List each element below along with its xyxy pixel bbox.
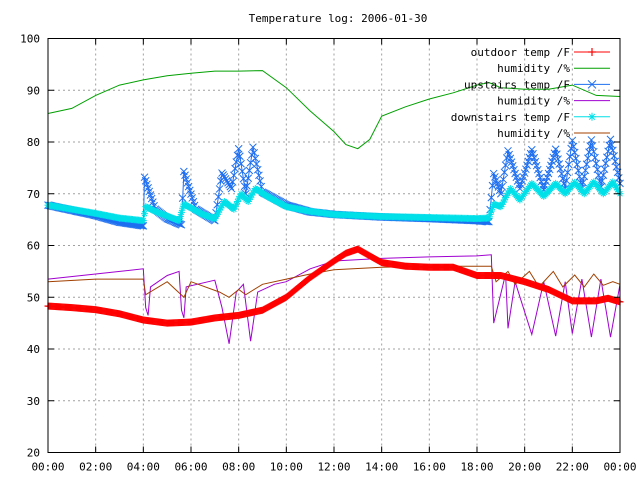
series-0: [44, 245, 624, 327]
series-3: [47, 254, 621, 344]
x-tick-label: 02:00: [79, 461, 112, 474]
legend-label: humidity /%: [497, 62, 570, 75]
legend-label: humidity /%: [497, 95, 570, 108]
chart-title: Temperature log: 2006-01-30: [249, 12, 428, 25]
series-1: [47, 70, 621, 150]
legend-label: upstairs temp /F: [464, 78, 570, 91]
axis-ticks: 20 30 40 50 60 70 80 90 100 00:00 02:00 04:00 06:00 0…: [20, 33, 636, 474]
legend: outdoor temp /F humidity /% upstairs temp …: [451, 46, 610, 140]
legend-label: humidity /%: [497, 127, 570, 140]
y-tick-label: 30: [27, 395, 40, 408]
x-tick-label: 04:00: [127, 461, 160, 474]
y-tick-label: 70: [27, 188, 40, 201]
series-line: [47, 254, 621, 344]
x-tick-label: 08:00: [222, 461, 255, 474]
x-tick-label: 18:00: [460, 461, 493, 474]
series-line: [47, 70, 621, 150]
y-tick-label: 20: [27, 447, 40, 460]
legend-label: downstairs temp /F: [451, 111, 570, 124]
x-tick-label: 00:00: [603, 461, 636, 474]
x-tick-label: 20:00: [508, 461, 541, 474]
y-tick-label: 100: [20, 33, 40, 46]
legend-label: outdoor temp /F: [471, 46, 570, 59]
x-tick-label: 10:00: [270, 461, 303, 474]
y-tick-label: 90: [27, 84, 40, 97]
x-tick-label: 14:00: [365, 461, 398, 474]
x-tick-label: 06:00: [174, 461, 207, 474]
y-tick-label: 50: [27, 291, 40, 304]
x-tick-label: 00:00: [31, 461, 64, 474]
x-tick-label: 22:00: [556, 461, 589, 474]
x-tick-label: 16:00: [413, 461, 446, 474]
grid-lines: [48, 38, 620, 453]
y-tick-label: 40: [27, 343, 40, 356]
plot-series: [44, 70, 624, 344]
y-tick-label: 80: [27, 136, 40, 149]
x-tick-label: 12:00: [317, 461, 350, 474]
y-tick-label: 60: [27, 240, 40, 253]
series-4: [44, 178, 624, 225]
